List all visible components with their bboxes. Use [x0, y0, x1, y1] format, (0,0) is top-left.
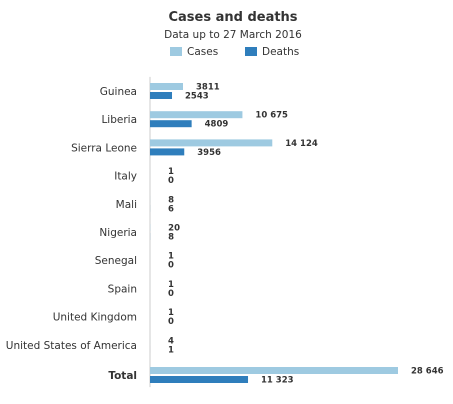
data-label-deaths: 0: [168, 176, 174, 186]
category-label: Total: [108, 370, 137, 382]
category-label: Senegal: [95, 255, 137, 267]
data-label-deaths: 4809: [205, 120, 229, 130]
category-label: United States of America: [6, 340, 137, 352]
data-label-deaths: 0: [168, 289, 174, 299]
bar-cases: [150, 111, 243, 119]
chart-title: Cases and deaths: [168, 10, 297, 25]
data-label-cases: 3811: [196, 83, 220, 93]
category-label: Guinea: [100, 86, 137, 98]
category-label: Sierra Leone: [71, 142, 137, 154]
data-label-deaths: 6: [168, 204, 174, 214]
bar-cases: [150, 139, 273, 147]
data-label-cases: 1: [168, 280, 174, 290]
data-label-cases: 4: [168, 336, 174, 346]
category-label: Spain: [108, 283, 137, 295]
data-label-deaths: 8: [168, 233, 174, 243]
legend-label-1: Deaths: [262, 46, 299, 58]
legend-label-0: Cases: [187, 46, 218, 58]
legend: Cases Deaths: [170, 46, 299, 58]
data-label-deaths: 0: [168, 261, 174, 271]
data-label-deaths: 2543: [185, 92, 209, 102]
bar-deaths: [150, 92, 173, 99]
chart-subtitle: Data up to 27 March 2016: [164, 29, 302, 41]
data-label-deaths: 0: [168, 317, 174, 327]
category-label: United Kingdom: [53, 312, 137, 324]
bar-deaths: [150, 120, 192, 128]
data-label-cases: 28 646: [411, 367, 444, 377]
data-label-cases: 10 675: [255, 111, 288, 121]
legend-swatch-0: [170, 47, 182, 56]
data-label-cases: 14 124: [285, 139, 318, 149]
legend-swatch-1: [245, 47, 257, 56]
bar-deaths: [150, 376, 249, 383]
data-label-deaths: 3956: [197, 148, 221, 158]
data-label-deaths: 11 323: [261, 376, 294, 386]
data-label-cases: 1: [168, 308, 174, 318]
category-label: Italy: [114, 171, 137, 183]
bar-deaths: [150, 148, 185, 156]
category-label: Nigeria: [99, 227, 137, 239]
data-label-cases: 20: [168, 224, 180, 234]
bar-cases: [150, 83, 183, 90]
data-label-deaths: 1: [168, 345, 174, 355]
data-label-cases: 1: [168, 167, 174, 177]
bar-cases: [150, 367, 398, 374]
category-label: Mali: [116, 199, 137, 211]
data-label-cases: 1: [168, 252, 174, 262]
category-label: Liberia: [101, 114, 137, 126]
data-label-cases: 8: [168, 195, 174, 205]
